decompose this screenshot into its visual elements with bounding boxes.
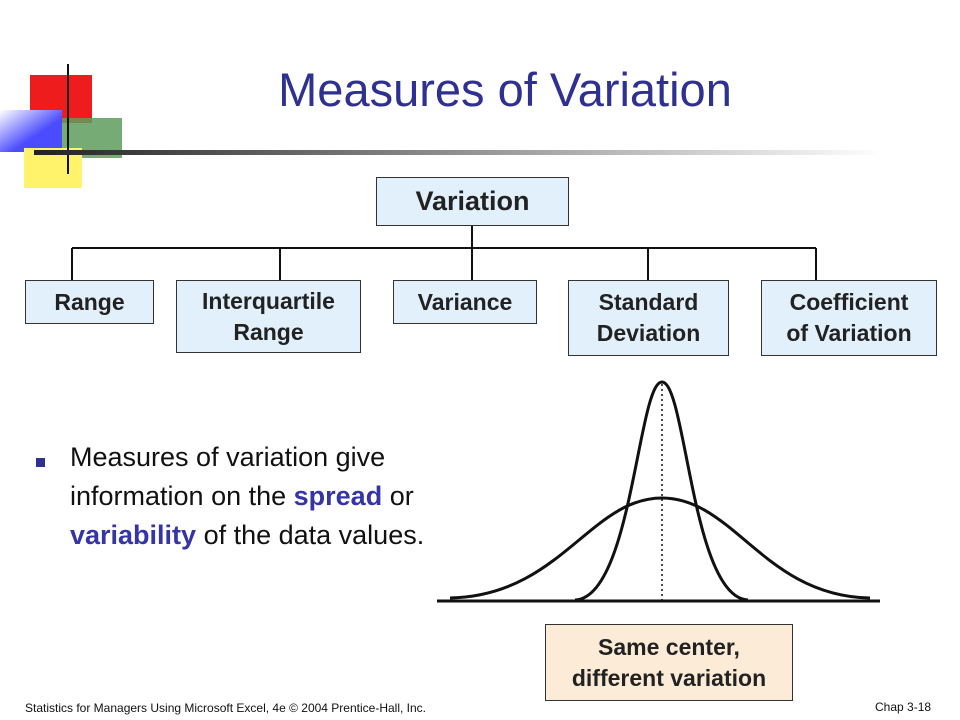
node-line: of Variation [786, 320, 912, 346]
highlight-text: spread [293, 481, 383, 511]
node-line: Coefficient [789, 289, 909, 315]
footer-right: Chap 3-18 [875, 700, 932, 714]
body-text: of the data values. [196, 520, 425, 550]
caption-line: different variation [571, 664, 767, 691]
caption-line: Same center, [598, 633, 740, 660]
node-line: Range [54, 288, 125, 315]
root-node: Variation [376, 177, 569, 226]
deco-blue [0, 110, 62, 152]
child-node: Range [25, 280, 154, 324]
title: Measures of Variation [278, 63, 732, 116]
caption: Same center, different variation [545, 624, 793, 701]
node-line: Variance [417, 288, 513, 315]
node-line: Standard [598, 289, 699, 315]
body-text: Measures of variation give information o… [70, 442, 393, 511]
child-node: Coefficient of Variation [761, 280, 937, 356]
node-line: Deviation [596, 320, 701, 346]
child-node: Standard Deviation [568, 280, 729, 356]
bullet-text: Measures of variation give information o… [70, 438, 450, 555]
node-line: Interquartile [202, 287, 335, 314]
connectors [71, 226, 817, 281]
body-text: or [382, 481, 422, 511]
child-node: Variance [393, 280, 537, 324]
child-node: Interquartile Range [176, 280, 361, 353]
bullet-marker [36, 458, 45, 467]
bell-curves [437, 380, 880, 604]
footer-left: Statistics for Managers Using Microsoft … [25, 701, 426, 715]
title-rule [34, 150, 884, 155]
highlight-text: variability [70, 520, 197, 550]
node-line: Range [233, 318, 304, 345]
